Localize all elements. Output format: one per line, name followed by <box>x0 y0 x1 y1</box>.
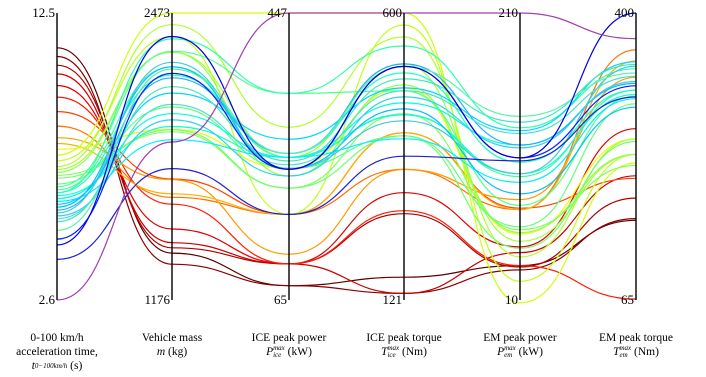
tick-label-tem-max: 400 <box>615 5 635 20</box>
series-line-32 <box>56 75 637 220</box>
axis-title-line1: ICE peak power <box>251 332 327 344</box>
series-line-34 <box>56 66 637 231</box>
series-line-9 <box>56 76 637 255</box>
axis-title-symbol-line: t 0−100km/h (s) <box>31 360 83 372</box>
tick-labels-group: 12.5 2.6 2473 1176 447 65 600 121 210 10 400 65 <box>32 5 634 307</box>
series-line-6 <box>56 96 637 300</box>
tick-label-tem-min: 65 <box>621 292 634 307</box>
series-line-28 <box>56 66 637 208</box>
series-line-22 <box>56 38 637 194</box>
tick-label-t-max: 12.5 <box>32 5 55 20</box>
series-line-24 <box>56 93 637 197</box>
tick-label-pice-min: 65 <box>274 292 287 307</box>
axis-title-line1: EM peak torque <box>598 332 674 344</box>
series-line-18 <box>56 129 637 249</box>
series-line-26 <box>56 98 637 202</box>
series-line-14 <box>56 24 637 258</box>
axis-title-symbol-line: m (kg) <box>156 346 188 358</box>
axis-title-t: 0-100 km/h acceleration time, t 0−100km/h (… <box>0 331 122 373</box>
series-line-10 <box>56 60 637 216</box>
axis-title-line1: Vehicle mass <box>141 332 203 344</box>
tick-label-m-min: 1176 <box>144 292 170 307</box>
series-line-8 <box>56 49 637 216</box>
axis-title-line1: EM peak power <box>483 332 557 344</box>
series-line-5 <box>56 84 637 265</box>
tick-label-pice-max: 447 <box>268 5 288 20</box>
series-line-2 <box>56 55 637 295</box>
tick-label-pem-min: 10 <box>505 292 518 307</box>
axes-group <box>56 13 637 300</box>
series-line-3 <box>56 64 637 268</box>
tick-label-tice-max: 600 <box>383 5 403 20</box>
series-line-23 <box>56 72 637 194</box>
tick-label-tice-min: 121 <box>383 292 403 307</box>
series-line-4 <box>56 73 637 295</box>
axis-title-line2: acceleration time, <box>16 346 98 358</box>
tick-label-t-min: 2.6 <box>39 292 56 307</box>
tick-label-m-max: 2473 <box>144 5 170 20</box>
series-line-37 <box>56 96 637 260</box>
axis-title-line1: 0-100 km/h <box>30 332 84 344</box>
series-line-17 <box>56 113 637 231</box>
series-line-29 <box>56 63 637 211</box>
polylines-group <box>56 12 637 304</box>
axis-title-m: Vehicle mass m (kg) <box>107 331 237 359</box>
tick-label-pem-max: 210 <box>499 5 519 20</box>
series-line-38 <box>56 12 637 301</box>
series-line-31 <box>56 80 637 217</box>
series-line-30 <box>56 61 637 214</box>
series-line-36 <box>56 12 637 246</box>
series-line-19 <box>56 103 637 228</box>
axis-title-line1: ICE peak torque <box>366 332 442 344</box>
